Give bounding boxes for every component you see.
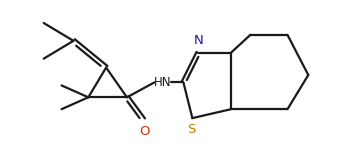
Text: S: S (187, 123, 195, 136)
Text: HN: HN (154, 76, 171, 89)
Text: O: O (139, 125, 150, 138)
Text: N: N (193, 34, 203, 47)
